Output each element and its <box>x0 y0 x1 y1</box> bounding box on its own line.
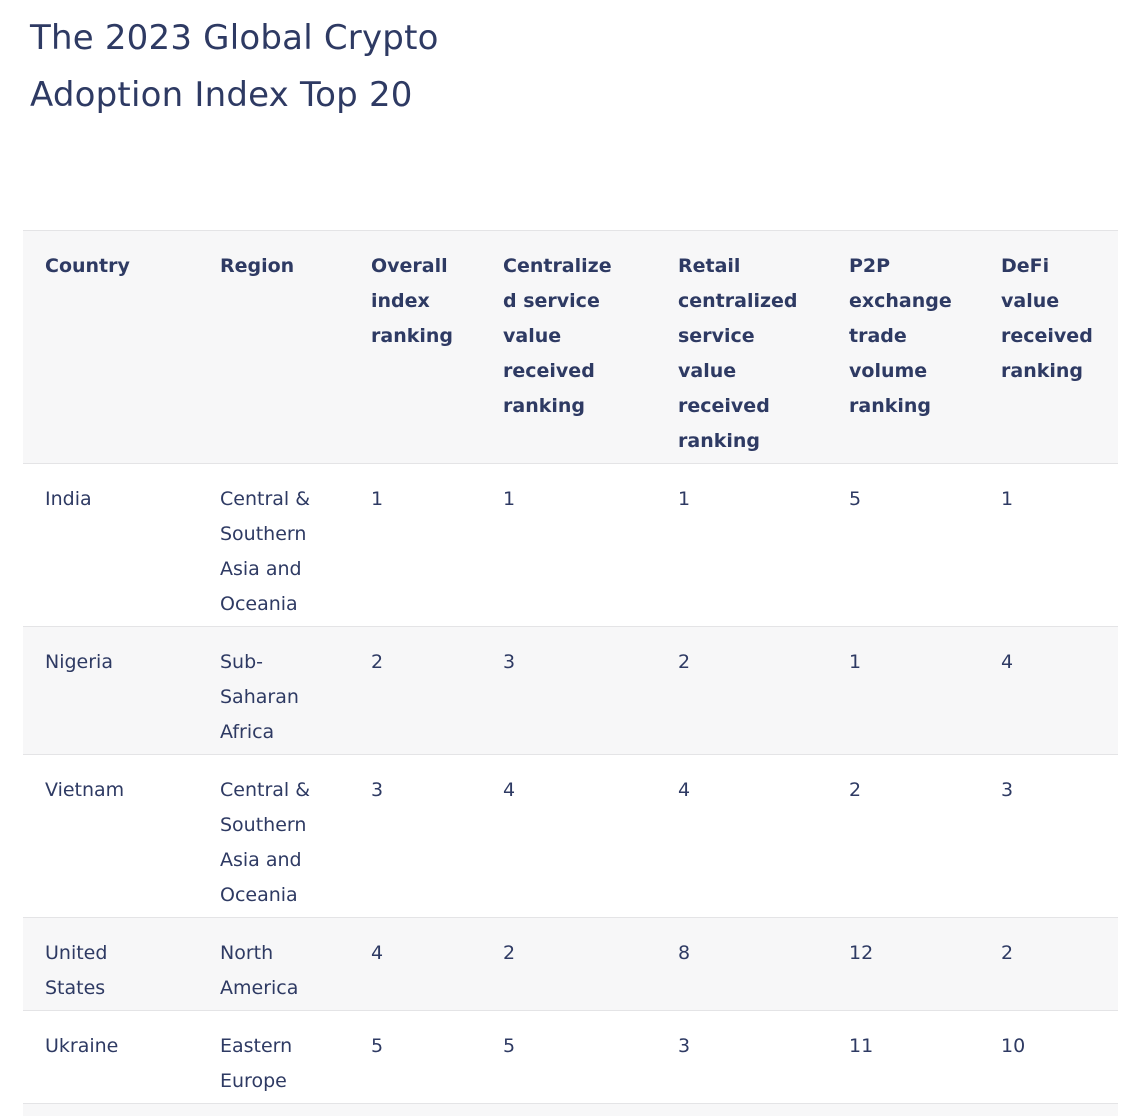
cell-p2p-ranking: 5 <box>849 488 862 510</box>
cell-region: North America <box>220 942 299 999</box>
column-header-region: Region <box>220 255 295 277</box>
cell-country: United States <box>45 942 108 999</box>
cell-retail-ranking: 8 <box>678 942 691 964</box>
cell-defi-ranking: 10 <box>1001 1035 1026 1057</box>
cell-defi-ranking: 1 <box>1001 488 1014 510</box>
table-row-vietnam: Vietnam Central & Southern Asia and Ocea… <box>23 754 1118 918</box>
column-header-overall-index-ranking: Overall index ranking <box>371 255 453 347</box>
cell-defi-ranking: 3 <box>1001 779 1014 801</box>
cell-overall-ranking: 1 <box>371 488 384 510</box>
cell-centralized-ranking: 4 <box>503 779 516 801</box>
column-header-defi-value-ranking: DeFi value received ranking <box>1001 255 1093 382</box>
cell-retail-ranking: 1 <box>678 488 691 510</box>
page-title: The 2023 Global Crypto Adoption Index To… <box>30 18 439 115</box>
column-header-country: Country <box>45 255 130 277</box>
cell-region: Eastern Europe <box>220 1035 293 1092</box>
cell-country: India <box>45 488 92 510</box>
cell-retail-ranking: 4 <box>678 779 691 801</box>
cell-empty <box>23 1104 220 1116</box>
cell-p2p-ranking: 11 <box>849 1035 874 1057</box>
cell-retail-ranking: 3 <box>678 1035 691 1057</box>
cell-empty <box>371 1104 503 1116</box>
cell-p2p-ranking: 2 <box>849 779 862 801</box>
crypto-adoption-table: Country Region Overall index ranking Cen… <box>23 230 1118 1116</box>
table-row-united-states: United States North America 4 2 8 12 2 <box>23 917 1118 1011</box>
cell-p2p-ranking: 1 <box>849 651 862 673</box>
cell-empty <box>1001 1104 1118 1116</box>
cell-retail-ranking: 2 <box>678 651 691 673</box>
cell-empty <box>220 1104 371 1116</box>
cell-country: Vietnam <box>45 779 125 801</box>
table-row-ukraine: Ukraine Eastern Europe 5 5 3 11 10 <box>23 1010 1118 1104</box>
cell-region: Sub-Saharan Africa <box>220 651 299 743</box>
cell-empty <box>849 1104 1001 1116</box>
cell-overall-ranking: 4 <box>371 942 384 964</box>
cell-region: Central & Southern Asia and Oceania <box>220 488 311 615</box>
cell-defi-ranking: 2 <box>1001 942 1014 964</box>
table-row-nigeria: Nigeria Sub-Saharan Africa 2 3 2 1 4 <box>23 626 1118 755</box>
cell-centralized-ranking: 2 <box>503 942 516 964</box>
table-row-india: India Central & Southern Asia and Oceani… <box>23 463 1118 627</box>
cell-overall-ranking: 5 <box>371 1035 384 1057</box>
cell-empty <box>503 1104 678 1116</box>
cell-empty <box>678 1104 849 1116</box>
cell-overall-ranking: 3 <box>371 779 384 801</box>
cell-p2p-ranking: 12 <box>849 942 874 964</box>
cell-centralized-ranking: 1 <box>503 488 516 510</box>
cell-centralized-ranking: 5 <box>503 1035 516 1057</box>
cell-centralized-ranking: 3 <box>503 651 516 673</box>
table-row-partial-cutoff <box>23 1103 1118 1116</box>
cell-defi-ranking: 4 <box>1001 651 1014 673</box>
cell-country: Ukraine <box>45 1035 119 1057</box>
cell-country: Nigeria <box>45 651 113 673</box>
column-header-p2p-exchange-ranking: P2P exchange trade volume ranking <box>849 255 952 417</box>
cell-overall-ranking: 2 <box>371 651 384 673</box>
header-row: Country Region Overall index ranking Cen… <box>23 230 1118 464</box>
cell-region: Central & Southern Asia and Oceania <box>220 779 311 906</box>
column-header-retail-centralized-ranking: Retail centralized service value receive… <box>678 255 798 452</box>
column-header-centralized-service-ranking: Centralized service value received ranki… <box>503 255 612 417</box>
